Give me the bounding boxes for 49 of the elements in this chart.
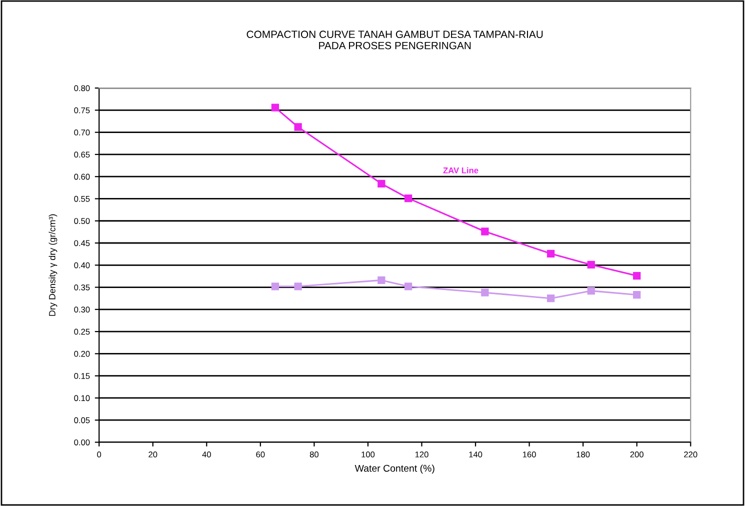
chart-title: COMPACTION CURVE TANAH GAMBUT DESA TAMPAN-RIAU PADA PROSES PENGERINGAN	[246, 30, 543, 50]
point	[378, 180, 386, 188]
y-tick-label: 0.40	[74, 262, 90, 268]
point	[481, 228, 489, 236]
y-tick-label: 0.50	[74, 218, 90, 224]
text: ZAV Line	[443, 167, 478, 174]
x-tick-label: 20	[148, 451, 158, 458]
y-tick-label: 0.45	[74, 240, 90, 246]
point	[546, 250, 555, 258]
y-axis-title: Dry Density γ dry (gr/cm³)	[48, 214, 58, 316]
x-tick-label: 80	[310, 451, 318, 458]
x-tick-label: 100	[362, 451, 375, 458]
x-tick-label: 60	[256, 451, 265, 458]
y-tick-label: 0.60	[74, 174, 90, 180]
x-tick-label: 200	[630, 451, 644, 458]
x-axis-title: Water Content (%)	[354, 464, 434, 474]
y-tick-label: 0.20	[74, 350, 90, 357]
y-tick-label: 0.30	[74, 306, 90, 313]
y-tick-label: 0.35	[74, 284, 90, 290]
point	[546, 294, 555, 302]
y-tick-label: 0.25	[74, 328, 90, 335]
y-tick-label: 0.15	[74, 373, 90, 379]
point	[378, 276, 386, 284]
y-tick-label: 0.00	[74, 439, 90, 446]
point	[404, 282, 412, 290]
x-tick-label: 120	[415, 451, 428, 458]
point	[271, 282, 280, 290]
point	[271, 104, 280, 112]
point	[587, 260, 595, 269]
point	[633, 272, 641, 280]
x-tick-label: 140	[469, 451, 482, 458]
y-tick-label: 0.80	[74, 85, 90, 92]
y-tick-label: 0.05	[74, 417, 90, 424]
point	[294, 282, 302, 290]
x-tick-label: 180	[576, 451, 590, 458]
x-tick-label: 0	[97, 451, 102, 458]
point	[294, 123, 302, 131]
y-tick-label: 0.10	[74, 395, 90, 402]
point	[587, 287, 595, 295]
y-tick-label: 0.70	[74, 130, 90, 136]
point	[404, 194, 412, 202]
x-tick-label: 40	[202, 451, 211, 458]
y-tick-label: 0.55	[74, 196, 90, 202]
point	[633, 290, 641, 299]
y-tick-label: 0.65	[74, 152, 90, 158]
y-tick-label: 0.75	[74, 107, 90, 114]
x-tick-label: 160	[522, 451, 536, 458]
point	[481, 288, 489, 296]
x-tick-label: 220	[684, 451, 698, 458]
